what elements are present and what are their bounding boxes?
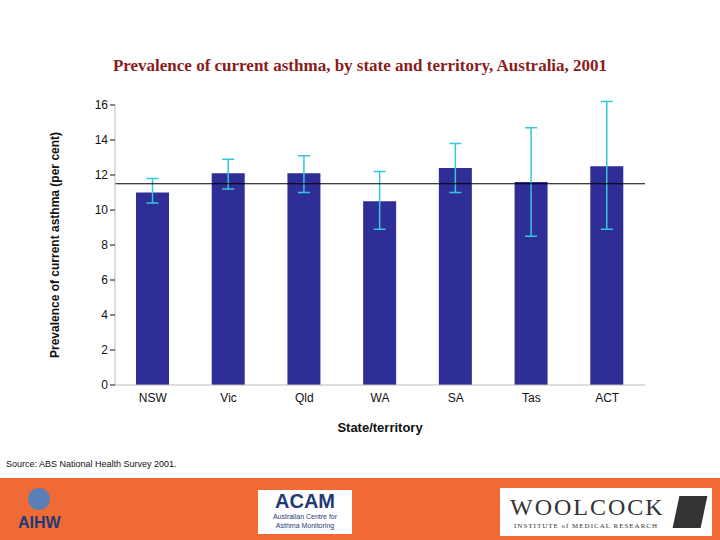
html-text:INSTITUTE of MEDICAL RESEARCH: INSTITUTE of MEDICAL RESEARCH [514,522,658,530]
svg-text:14: 14 [95,133,109,147]
svg-text:Tas: Tas [522,391,541,405]
svg-text:16: 16 [95,98,109,112]
svg-text:SA: SA [448,391,464,405]
svg-text:0: 0 [101,378,108,392]
svg-text:Qld: Qld [295,391,314,405]
svg-text:Vic: Vic [220,391,236,405]
svg-text:WA: WA [371,391,390,405]
svg-text:6: 6 [101,273,108,287]
svg-text:State/territory: State/territory [337,420,423,435]
svg-text:NSW: NSW [139,391,168,405]
svg-text:8: 8 [101,238,108,252]
svg-text:Prevalence of current asthma (: Prevalence of current asthma (per cent) [48,132,62,358]
svg-text:4: 4 [101,308,108,322]
html-text:Australian Centre for Asthma M: Australian Centre for Asthma Monitoring [272,513,338,529]
svg-text:2: 2 [101,343,108,357]
html-text:Source: ABS National Health Su: Source: ABS National Health Survey 2001. [6,459,177,469]
html-text:Prevalence of current asthma,: Prevalence of current asthma, by state a… [112,56,608,75]
svg-text:10: 10 [95,203,109,217]
svg-text:12: 12 [95,168,109,182]
html-text:WOOLCOCK: WOOLCOCK [510,494,665,520]
svg-text:ACT: ACT [595,391,620,405]
html-text:AIHW: AIHW [18,514,61,531]
html-text:ACAM: ACAM [275,490,335,512]
